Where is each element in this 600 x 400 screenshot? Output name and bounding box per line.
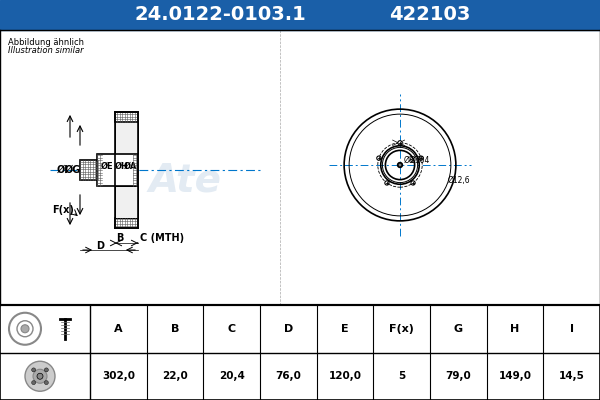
Circle shape	[44, 381, 49, 385]
Bar	[115, 122, 138, 154]
Text: 22,0: 22,0	[162, 371, 188, 381]
Text: E: E	[341, 324, 349, 334]
Text: G: G	[454, 324, 463, 334]
Bar	[0, 0, 600, 30]
Text: Ø104: Ø104	[410, 156, 430, 165]
Text: 76,0: 76,0	[275, 371, 301, 381]
Text: ØA: ØA	[124, 162, 137, 170]
Bar	[97, 154, 138, 186]
Text: A: A	[114, 324, 122, 334]
Circle shape	[37, 373, 43, 379]
Text: 149,0: 149,0	[499, 371, 532, 381]
Circle shape	[25, 361, 55, 391]
Circle shape	[377, 156, 381, 160]
Text: D: D	[96, 241, 104, 251]
Text: Abbildung ähnlich: Abbildung ähnlich	[8, 38, 84, 47]
Circle shape	[385, 181, 389, 185]
Bar	[115, 186, 138, 218]
Text: Illustration similar: Illustration similar	[8, 46, 83, 55]
Circle shape	[32, 381, 35, 385]
Text: I: I	[569, 324, 574, 334]
Text: 20,4: 20,4	[219, 371, 245, 381]
Text: Ø8,7: Ø8,7	[404, 156, 422, 165]
Circle shape	[411, 181, 415, 185]
Text: B: B	[171, 324, 179, 334]
Circle shape	[33, 369, 47, 383]
Text: 120,0: 120,0	[329, 371, 361, 381]
Text: Ø12,6: Ø12,6	[448, 176, 470, 185]
Text: 79,0: 79,0	[445, 371, 471, 381]
Text: 302,0: 302,0	[102, 371, 135, 381]
Circle shape	[32, 368, 35, 372]
Text: D: D	[284, 324, 293, 334]
Bar	[0, 30, 600, 305]
Text: ØE: ØE	[101, 162, 113, 170]
Text: 24.0122-0103.1: 24.0122-0103.1	[134, 6, 306, 24]
Bar	[115, 218, 138, 228]
Circle shape	[419, 156, 423, 160]
Text: C: C	[227, 324, 236, 334]
Text: ØH: ØH	[115, 162, 129, 170]
Circle shape	[44, 368, 49, 372]
Text: F(x): F(x)	[389, 324, 414, 334]
Bar	[115, 112, 138, 122]
Text: 14,5: 14,5	[559, 371, 584, 381]
Text: B: B	[116, 233, 124, 243]
Text: ØI: ØI	[57, 165, 69, 175]
Circle shape	[398, 141, 402, 145]
Text: H: H	[511, 324, 520, 334]
Text: 5: 5	[398, 371, 405, 381]
Text: F(x): F(x)	[52, 205, 74, 215]
Text: Ate: Ate	[149, 161, 221, 199]
Text: C (MTH): C (MTH)	[140, 233, 184, 243]
Text: ØG: ØG	[65, 165, 81, 175]
Text: 422103: 422103	[389, 6, 470, 24]
Circle shape	[398, 164, 401, 166]
Circle shape	[21, 325, 29, 333]
Bar	[0, 305, 600, 400]
Bar	[80, 160, 97, 180]
